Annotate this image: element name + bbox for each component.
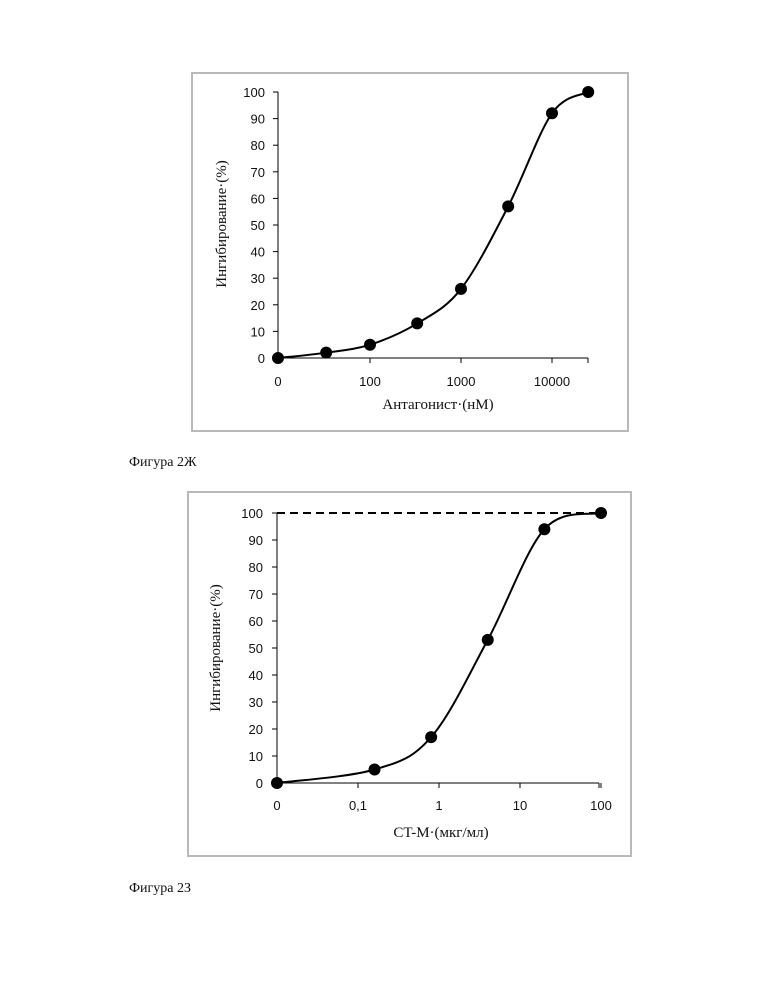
chart-1-y-tick-label: 0: [258, 351, 265, 366]
chart-1-data-point: [455, 283, 467, 295]
chart-1-y-tick-label: 20: [251, 298, 265, 313]
chart-2-x-tick-label: 0: [273, 798, 280, 813]
chart-1-y-tick-label: 70: [251, 165, 265, 180]
chart-2-x-tick-label: 1: [435, 798, 442, 813]
chart-2-x-tick-label: 100: [590, 798, 612, 813]
chart-1-x-tick-label: 0: [274, 374, 281, 389]
chart-1-y-tick-label: 60: [251, 191, 265, 206]
chart-2-data-point: [425, 731, 437, 743]
chart-2-y-tick-label: 50: [249, 641, 263, 656]
chart-1-y-tick-label: 10: [251, 324, 265, 339]
chart-1-svg: 01020304050607080901000100100010000Антаг…: [193, 74, 631, 434]
chart-2-data-point: [595, 507, 607, 519]
chart-2-y-axis-title: Ингибирование·(%): [208, 584, 224, 711]
chart-2-y-tick-label: 20: [249, 722, 263, 737]
chart-2-y-tick-label: 0: [256, 776, 263, 791]
figure-caption-1: Фигура 2Ж: [129, 455, 197, 471]
chart-2-data-point: [369, 764, 381, 776]
chart-2-y-tick-label: 80: [249, 560, 263, 575]
chart-1-y-tick-label: 100: [243, 85, 265, 100]
chart-2-svg: 0 10 20 30 40 50 60 70 80 90 100 0 0,1 1 10 100 CT-M·(мк…: [189, 493, 634, 859]
chart-1-x-tick-label: 100: [359, 374, 381, 389]
chart-2-y-tick-label: 40: [249, 668, 263, 683]
chart-2-y-tick-label: 100: [241, 506, 263, 521]
chart-2-data-point: [538, 523, 550, 535]
chart-2-y-tick-label: 90: [249, 533, 263, 548]
chart-1-data-point: [364, 339, 376, 351]
chart-1-y-tick-label: 50: [251, 218, 265, 233]
chart-1-y-tick-label: 40: [251, 245, 265, 260]
chart-1-data-point: [411, 317, 423, 329]
chart-2-x-tick-label: 10: [513, 798, 527, 813]
chart-1-y-tick-label: 30: [251, 271, 265, 286]
chart-1-data-point: [582, 86, 594, 98]
chart-1-y-tick-label: 80: [251, 138, 265, 153]
chart-1-x-tick-label: 10000: [534, 374, 570, 389]
chart-panel-1: 01020304050607080901000100100010000Антаг…: [191, 72, 629, 432]
chart-2-y-tick-label: 70: [249, 587, 263, 602]
chart-2-x-axis-title: CT-M·(мкг/мл): [393, 825, 488, 841]
chart-1-series-line: [278, 92, 588, 358]
chart-1-data-point: [272, 352, 284, 364]
chart-2-data-point: [482, 634, 494, 646]
chart-2-y-tick-label: 60: [249, 614, 263, 629]
chart-2-x-tick-label: 0,1: [349, 798, 367, 813]
chart-2-y-tick-label: 10: [249, 749, 263, 764]
chart-1-x-tick-label: 1000: [447, 374, 476, 389]
chart-1-data-point: [502, 200, 514, 212]
chart-1-data-point: [546, 107, 558, 119]
chart-2-y-tick-label: 30: [249, 695, 263, 710]
chart-1-data-point: [320, 347, 332, 359]
figure-caption-2: Фигура 2З: [129, 881, 191, 897]
chart-1-y-tick-label: 90: [251, 112, 265, 127]
chart-1-y-axis-title: Ингибирование·(%): [214, 160, 230, 287]
chart-panel-2: 0 10 20 30 40 50 60 70 80 90 100 0 0,1 1 10 100 CT-M·(мк…: [187, 491, 632, 857]
chart-1-x-axis-title: Антагонист·(нМ): [382, 397, 493, 413]
chart-2-series-line: [277, 513, 601, 783]
chart-2-data-point: [271, 777, 283, 789]
